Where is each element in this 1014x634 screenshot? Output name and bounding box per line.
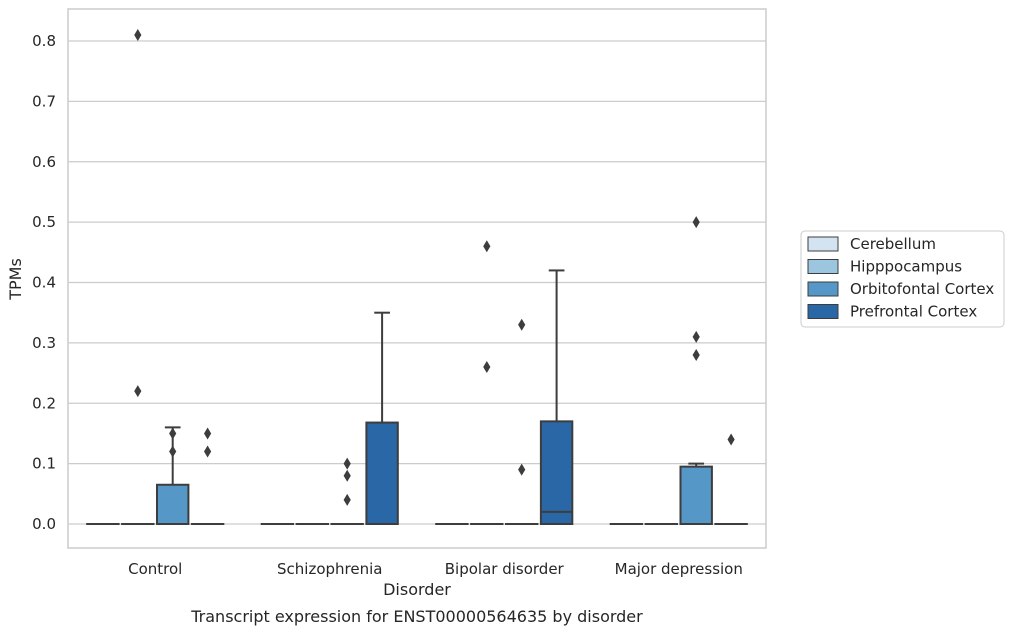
y-tick-label: 0.4 [32,274,56,292]
box-orbitofontal-cortex [155,426,190,526]
gridlines [68,40,766,525]
box-prefrontal-cortex [714,433,748,526]
chart-caption: Transcript expression for ENST0000056463… [190,607,643,626]
box-body [155,483,190,526]
x-axis-title: Disorder [383,580,451,599]
outlier-point [692,348,700,361]
y-tick-label: 0.6 [32,153,56,171]
outlier-point [343,457,351,470]
box-orbitofontal-cortex [504,318,539,526]
outlier-point [692,216,700,229]
box-orbitofontal-cortex [330,457,364,526]
legend-label: Hipppocampus [850,258,962,276]
y-tick-label: 0.1 [32,455,56,473]
box-body [679,465,713,525]
y-tick-label: 0.5 [32,213,56,231]
box-prefrontal-cortex [539,269,574,525]
legend-swatch [807,281,839,297]
legend-frame [800,230,1005,328]
outlier-point [483,240,491,253]
box-orbitofontal-cortex [679,216,713,525]
legend-label: Prefrontal Cortex [850,303,977,321]
y-tick-label: 0.2 [32,394,56,412]
outlier-point [169,445,177,458]
x-tick-label: Major depression [615,560,743,578]
legend: Cerebellum Hipppocampus Orbitofontal Corte… [800,230,1005,328]
outlier-point [343,493,351,506]
y-axis-title: TPMs [6,258,25,301]
box-hipppocampus [121,28,155,526]
outlier-point [692,330,700,343]
outlier-point [518,318,526,331]
outlier-point [518,463,526,476]
outlier-point [134,28,142,41]
x-tick-label: Schizophrenia [277,560,382,578]
outlier-point [204,445,212,458]
box-hipppocampus [470,240,504,526]
box-body [365,421,399,526]
box-body [539,420,574,525]
legend-label: Cerebellum [850,235,936,253]
outlier-point [727,433,735,446]
x-tick-label: Control [128,560,182,578]
y-tick-label: 0.7 [32,92,56,110]
plot-area [86,28,748,526]
box-prefrontal-cortex [190,427,225,526]
y-tick-label: 0.0 [32,515,56,533]
outlier-point [134,385,142,398]
outlier-point [343,469,351,482]
x-tick-label: Bipolar disorder [445,560,565,578]
legend-swatch [807,259,839,274]
axes: 0.0 0.1 0.2 0.3 0.4 0.5 0.6 0.7 0.8 Control Schizo… [32,8,767,578]
outlier-point [169,427,177,440]
legend-swatch [807,236,839,252]
outlier-point [204,427,212,440]
plot-frame [67,8,767,549]
outlier-point [483,361,491,374]
legend-swatch [807,304,839,319]
legend-label: Orbitofontal Cortex [850,280,994,298]
y-tick-label: 0.3 [32,334,56,352]
y-tick-label: 0.8 [32,32,56,50]
box-prefrontal-cortex [365,311,399,526]
